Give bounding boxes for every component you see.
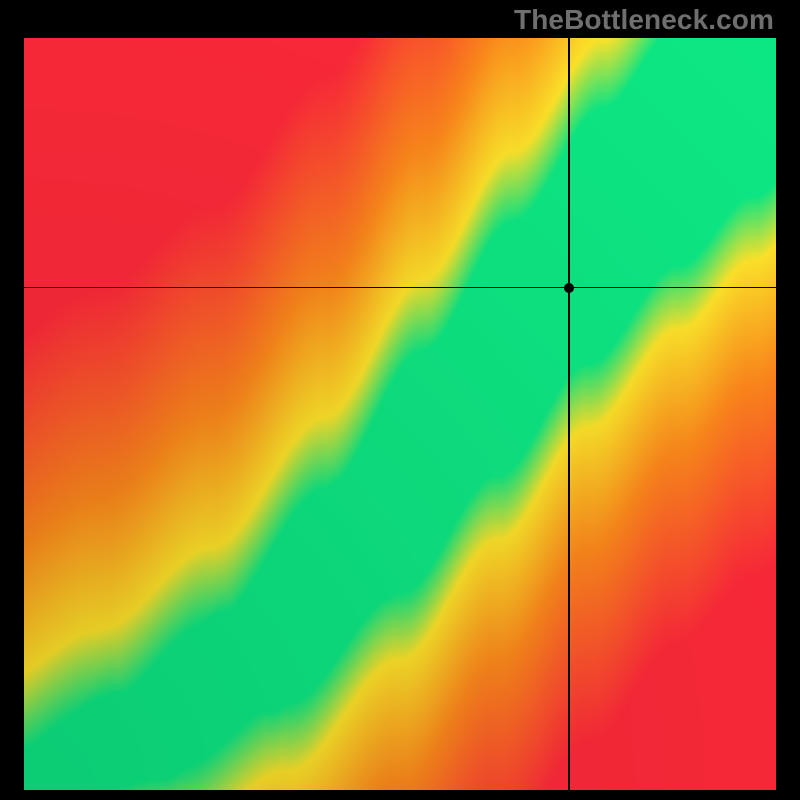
chart-container: TheBottleneck.com bbox=[0, 0, 800, 800]
crosshair-vertical bbox=[568, 38, 570, 790]
heatmap-canvas bbox=[24, 38, 776, 790]
crosshair-horizontal bbox=[24, 287, 776, 289]
heatmap-plot bbox=[24, 38, 776, 790]
watermark-text: TheBottleneck.com bbox=[514, 4, 774, 36]
marker-dot bbox=[564, 283, 574, 293]
